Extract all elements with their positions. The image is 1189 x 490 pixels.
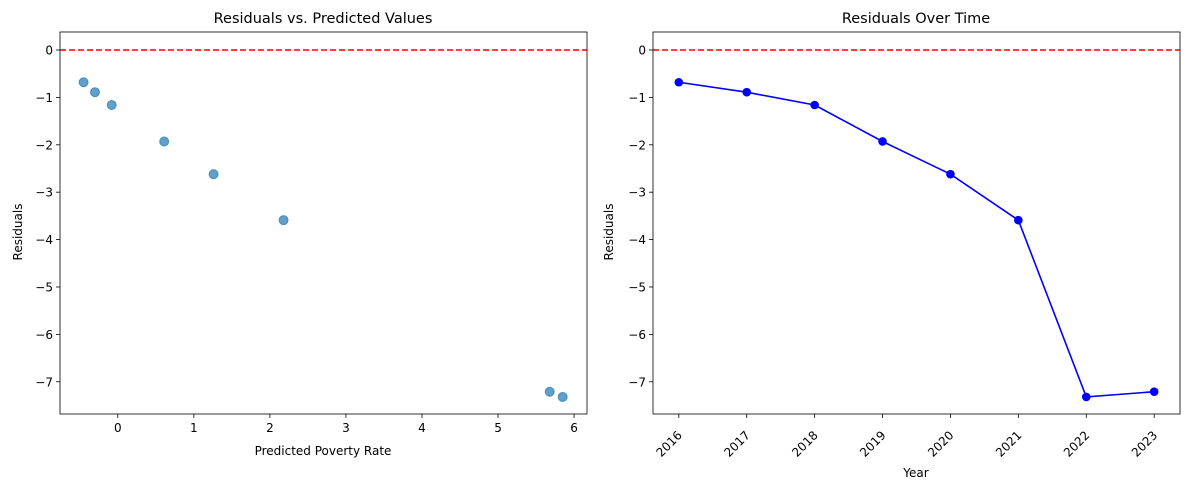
x-tick-label: 2022 (1061, 428, 1092, 459)
scatter-point (78, 77, 89, 88)
y-tick-label: −2 (35, 138, 53, 152)
scatter-point (557, 391, 568, 402)
y-tick-label: −1 (35, 91, 53, 105)
y-tick-label: −4 (628, 233, 646, 247)
line-marker (1149, 387, 1159, 397)
y-tick-label: −5 (35, 280, 53, 294)
x-tick-label: 1 (190, 421, 198, 435)
x-tick-label: 2 (266, 421, 274, 435)
line-marker (1014, 215, 1023, 225)
line-marker (1081, 392, 1091, 402)
line-x-axis-label: Year (902, 466, 928, 480)
y-tick-label: −5 (628, 280, 646, 294)
scatter-point (106, 99, 117, 110)
x-tick-label: 2017 (721, 428, 752, 459)
line-y-axis-label: Residuals (602, 204, 616, 261)
x-tick-label: 3 (342, 421, 350, 435)
axes-frame (652, 31, 1181, 415)
scatter-point (544, 386, 555, 397)
scatter-point (208, 169, 219, 180)
line-marker (878, 137, 887, 146)
line-marker (742, 87, 752, 97)
x-tick-label: 2021 (993, 428, 1024, 459)
y-tick-label: −7 (628, 375, 646, 389)
scatter-panel: Residuals vs. Predicted Values Predicted… (11, 11, 588, 458)
scatter-point (89, 87, 100, 98)
x-tick-label: 0 (114, 421, 122, 435)
y-tick-label: 0 (45, 44, 53, 58)
x-tick-label: 2019 (857, 428, 888, 459)
x-tick-label: 2023 (1129, 428, 1160, 459)
x-tick-label: 2016 (653, 428, 684, 459)
scatter-point (159, 136, 170, 147)
y-tick-label: −1 (628, 91, 646, 105)
line-marker (674, 77, 684, 87)
series-line (678, 81, 1155, 398)
y-tick-label: −4 (35, 233, 53, 247)
y-tick-label: 0 (638, 44, 646, 58)
line-title: Residuals Over Time (842, 11, 990, 27)
y-tick-label: −6 (35, 328, 53, 342)
y-tick-label: −2 (628, 138, 646, 152)
y-tick-label: −3 (35, 186, 53, 200)
axes-frame (59, 31, 588, 415)
scatter-y-axis-label: Residuals (11, 204, 25, 261)
x-tick-label: 4 (418, 421, 426, 435)
scatter-x-axis-label: Predicted Poverty Rate (255, 444, 392, 458)
line-panel: Residuals Over Time Year Residuals 0 −1 −2… (602, 11, 1181, 480)
y-tick-label: −6 (628, 328, 646, 342)
scatter-point (278, 215, 289, 226)
line-marker (810, 100, 819, 110)
x-tick-label: 6 (570, 421, 578, 435)
line-marker (946, 169, 955, 179)
scatter-title: Residuals vs. Predicted Values (214, 11, 433, 27)
y-tick-label: −3 (628, 186, 646, 200)
y-tick-label: −7 (35, 375, 53, 389)
x-tick-label: 5 (494, 421, 502, 435)
x-tick-label: 2020 (925, 428, 956, 459)
x-tick-label: 2018 (789, 428, 820, 459)
